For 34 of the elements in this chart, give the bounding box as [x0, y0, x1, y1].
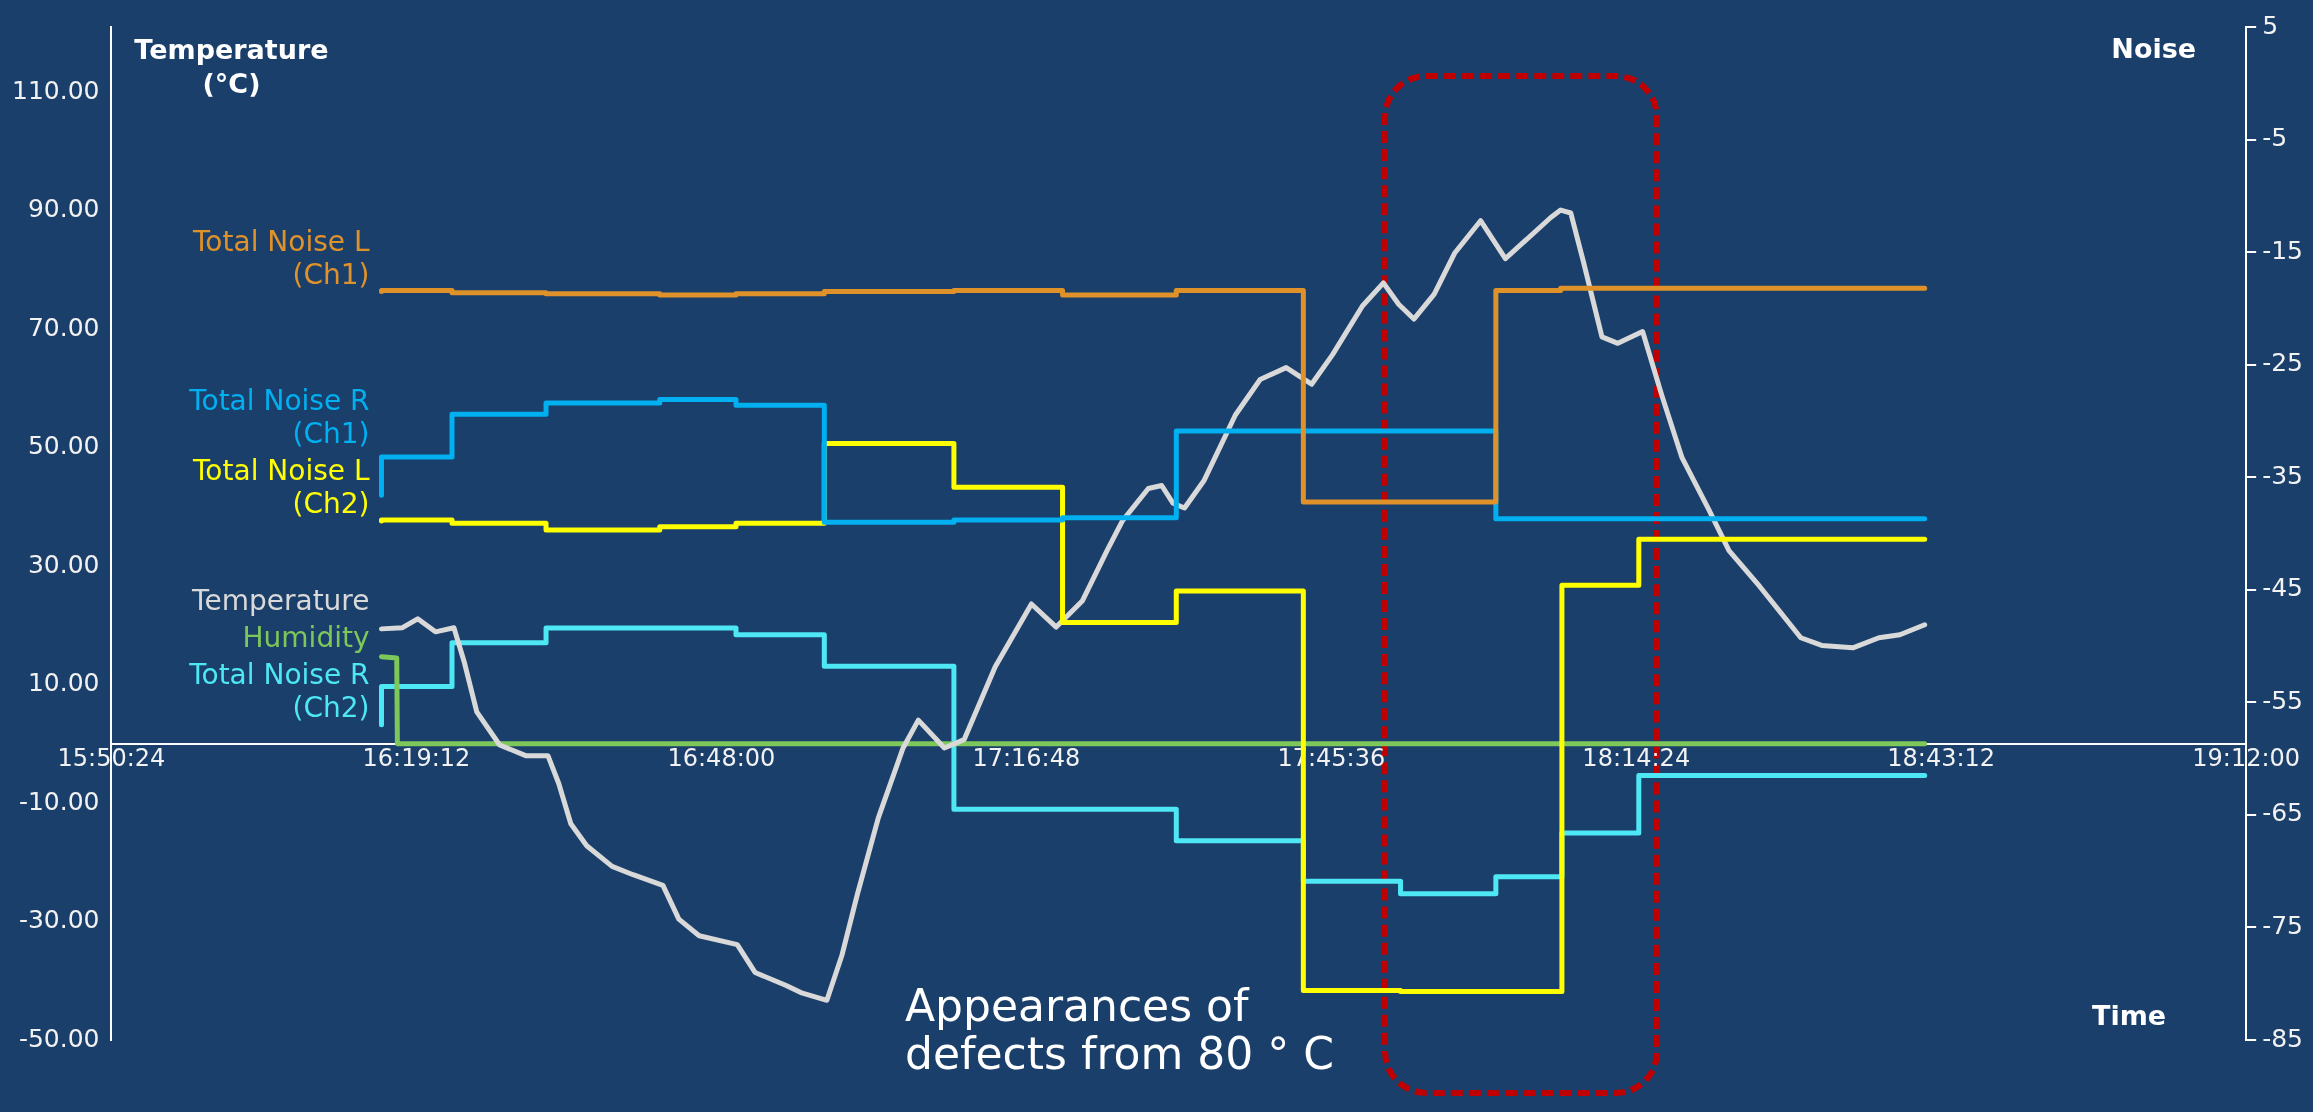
y-tick-label: 90.00	[27, 194, 100, 224]
series-label: Total Noise R (Ch2)	[188, 658, 370, 725]
series-label: Temperature	[191, 584, 370, 618]
y2-axis-title: Noise	[2111, 33, 2197, 65]
y-tick-label: -50.00	[18, 1023, 100, 1053]
y2-tick-label: -65	[2262, 798, 2304, 828]
y-tick-label: 70.00	[27, 312, 100, 342]
series-label: Total Noise L (Ch1)	[192, 224, 370, 291]
y-axis-title: Temperature (°C)	[134, 34, 329, 100]
y2-tick-label: 5	[2262, 10, 2279, 40]
y2-tick-label: -75	[2262, 910, 2304, 940]
y-tick-label: 30.00	[27, 549, 100, 579]
x-axis-title: Time	[2092, 1000, 2167, 1032]
annotation: Appearances of defects from 80 ° C	[905, 980, 1335, 1080]
y2-tick-label: -25	[2262, 348, 2304, 378]
y2-tick-label: -15	[2262, 235, 2304, 265]
y2-tick-label: -45	[2262, 573, 2304, 603]
y-tick-label: 110.00	[11, 75, 100, 105]
y-tick-label: -30.00	[18, 905, 100, 935]
y-tick-label: 10.00	[27, 668, 100, 698]
series-label: Total Noise R (Ch1)	[188, 384, 370, 451]
x-tick-label: 17:16:48	[972, 744, 1081, 773]
x-tick-label: 16:19:12	[362, 744, 471, 773]
y-tick-label: 50.00	[27, 431, 100, 461]
y2-tick-label: -55	[2262, 685, 2304, 715]
y-tick-label: -10.00	[18, 786, 100, 816]
x-tick-label: 16:48:00	[667, 744, 776, 773]
series-label: Total Noise L (Ch2)	[192, 454, 370, 521]
x-tick-label: 18:43:12	[1887, 744, 1996, 773]
y2-tick-label: -5	[2262, 123, 2288, 153]
x-tick-label: 18:14:24	[1582, 744, 1691, 773]
y2-tick-label: -35	[2262, 460, 2304, 490]
series-label: Humidity	[242, 621, 370, 655]
y2-tick-label: -85	[2262, 1023, 2304, 1053]
